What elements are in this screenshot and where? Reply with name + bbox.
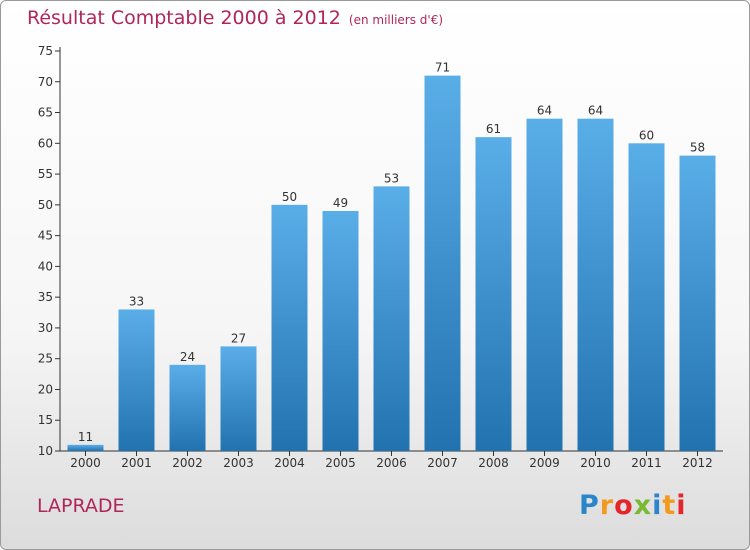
logo-letter: P (579, 490, 600, 521)
x-tick-label: 2000 (70, 456, 101, 470)
bar-value-label: 49 (333, 196, 348, 210)
logo-letter: i (676, 490, 687, 521)
place-name: LAPRADE (37, 495, 125, 517)
x-tick-label: 2008 (478, 456, 509, 470)
bar-value-label: 71 (435, 61, 450, 75)
logo-letter: i (652, 490, 663, 521)
x-tick-label: 2004 (274, 456, 305, 470)
y-tick-label: 65 (38, 106, 53, 120)
bar-value-label: 60 (639, 128, 654, 142)
bar (169, 364, 206, 451)
logo-letter: x (633, 490, 653, 521)
bar (679, 155, 716, 451)
bar-value-label: 64 (588, 104, 603, 118)
bar-value-label: 24 (180, 350, 195, 364)
x-tick-label: 2001 (121, 456, 152, 470)
y-tick-label: 20 (38, 382, 53, 396)
y-tick-label: 30 (38, 321, 53, 335)
y-tick-label: 50 (38, 198, 53, 212)
bar (118, 309, 155, 451)
x-tick-label: 2010 (580, 456, 611, 470)
bar-value-label: 33 (129, 294, 144, 308)
y-tick-label: 10 (38, 444, 53, 458)
x-tick-label: 2002 (172, 456, 203, 470)
bar-value-label: 64 (537, 104, 552, 118)
bar (322, 211, 359, 451)
x-tick-label: 2012 (682, 456, 713, 470)
bar (577, 118, 614, 451)
y-tick-label: 15 (38, 413, 53, 427)
logo-letter: t (662, 490, 677, 521)
bar (67, 444, 104, 451)
y-tick-label: 55 (38, 167, 53, 181)
bar (628, 143, 665, 452)
bar-value-label: 27 (231, 331, 246, 345)
x-tick-label: 2006 (376, 456, 407, 470)
proxiti-logo: Proxiti (579, 490, 687, 521)
chart-subtitle: (en milliers d'€) (348, 13, 444, 27)
bar (424, 75, 461, 451)
bar (526, 118, 563, 451)
bar-value-label: 53 (384, 171, 399, 185)
bar (271, 204, 308, 451)
chart-title: Résultat Comptable 2000 à 2012 (27, 7, 341, 29)
bar (373, 186, 410, 451)
y-tick-label: 40 (38, 259, 53, 273)
logo-letter: r (599, 490, 615, 521)
bar (475, 137, 512, 451)
bar (220, 346, 257, 451)
y-tick-label: 35 (38, 290, 53, 304)
bar-value-label: 50 (282, 190, 297, 204)
x-tick-label: 2005 (325, 456, 356, 470)
bar-value-label: 61 (486, 122, 501, 136)
y-tick-label: 25 (38, 352, 53, 366)
x-tick-label: 2003 (223, 456, 254, 470)
x-tick-label: 2007 (427, 456, 458, 470)
bar-value-label: 11 (78, 430, 93, 444)
bar-value-label: 58 (690, 141, 705, 155)
logo-letter: o (614, 490, 634, 521)
y-tick-label: 70 (38, 75, 53, 89)
y-tick-label: 75 (38, 44, 53, 58)
y-tick-label: 45 (38, 229, 53, 243)
chart-title-block: Résultat Comptable 2000 à 2012 (en millie… (27, 7, 443, 29)
y-tick-label: 60 (38, 136, 53, 150)
x-tick-label: 2009 (529, 456, 560, 470)
x-tick-label: 2011 (631, 456, 662, 470)
